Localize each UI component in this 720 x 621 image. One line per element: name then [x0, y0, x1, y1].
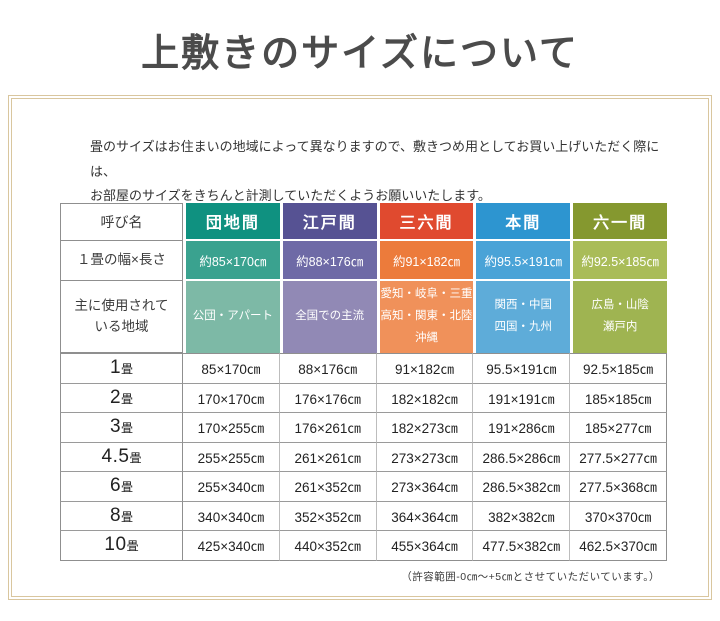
width-length-cell: 約92.5×185㎝ [570, 241, 667, 281]
size-row-2jo: 2畳 170×170㎝ 176×176㎝ 182×182㎝ 191×191㎝ 1… [60, 383, 667, 413]
region-cell: 関西・中国 四国・九州 [473, 281, 571, 353]
size-cell: 176×176㎝ [279, 383, 377, 413]
size-cell: 170×170㎝ [183, 383, 280, 413]
size-cell: 170×255㎝ [183, 413, 280, 443]
size-cell: 273×273㎝ [376, 442, 474, 472]
size-cell: 88×176㎝ [279, 353, 377, 384]
size-row-1jo: 1畳 85×170㎝ 88×176㎝ 91×182㎝ 95.5×191㎝ 92.… [60, 353, 667, 384]
size-cell: 286.5×286㎝ [473, 442, 571, 472]
tolerance-footnote: （許容範囲-0㎝〜+5㎝とさせていただいています。） [401, 571, 660, 583]
size-row-label: 6畳 [60, 472, 183, 502]
column-header-saburokuma: 三六間 [376, 203, 474, 241]
size-cell: 182×273㎝ [376, 413, 474, 443]
width-length-row-label: １畳の幅×長さ [60, 241, 183, 281]
size-cell: 477.5×382㎝ [473, 531, 571, 561]
size-cell: 185×185㎝ [570, 383, 667, 413]
column-header-rokuichima: 六一間 [570, 203, 667, 241]
region-row-label: 主に使用されて いる地域 [60, 281, 183, 353]
size-cell: 191×191㎝ [473, 383, 571, 413]
size-row-label: 4.5畳 [60, 442, 183, 472]
size-cell: 261×261㎝ [279, 442, 377, 472]
width-length-cell: 約95.5×191㎝ [473, 241, 571, 281]
size-cell: 277.5×277㎝ [570, 442, 667, 472]
size-cell: 182×182㎝ [376, 383, 474, 413]
size-cell: 364×364㎝ [376, 501, 474, 531]
size-row-10jo: 10畳 425×340㎝ 440×352㎝ 455×364㎝ 477.5×382… [60, 531, 667, 561]
size-cell: 255×340㎝ [183, 472, 280, 502]
size-row-label: 3畳 [60, 413, 183, 443]
size-row-label: 10畳 [60, 531, 183, 561]
size-cell: 91×182㎝ [376, 353, 474, 384]
size-row-label: 8畳 [60, 501, 183, 531]
size-cell: 286.5×382㎝ [473, 472, 571, 502]
column-header-danchima: 団地間 [183, 203, 280, 241]
size-row-label: 2畳 [60, 383, 183, 413]
size-cell: 255×255㎝ [183, 442, 280, 472]
size-cell: 95.5×191㎝ [473, 353, 571, 384]
size-row-label: 1畳 [60, 353, 183, 384]
size-cell: 273×364㎝ [376, 472, 474, 502]
region-row: 主に使用されて いる地域 公団・アパート 全国での主流 愛知・岐阜・三重 高知・… [60, 281, 667, 353]
corner-label: 呼び名 [60, 203, 183, 241]
size-row-8jo: 8畳 340×340㎝ 352×352㎝ 364×364㎝ 382×382㎝ 3… [60, 501, 667, 531]
size-row-3jo: 3畳 170×255㎝ 176×261㎝ 182×273㎝ 191×286㎝ 1… [60, 413, 667, 443]
size-cell: 455×364㎝ [376, 531, 474, 561]
size-cell: 191×286㎝ [473, 413, 571, 443]
region-cell: 愛知・岐阜・三重 高知・関東・北陸 沖縄 [376, 281, 474, 353]
region-cell: 全国での主流 [279, 281, 377, 353]
intro-text: 畳のサイズはお住まいの地域によって異なりますので、敷きつめ用としてお買い上げいた… [90, 139, 660, 204]
size-cell: 340×340㎝ [183, 501, 280, 531]
page-title: 上敷きのサイズについて [141, 33, 579, 75]
width-length-cell: 約85×170㎝ [183, 241, 280, 281]
width-length-cell: 約88×176㎝ [279, 241, 377, 281]
tatami-size-table: 呼び名 団地間 江戸間 三六間 本間 六一間 １畳の幅×長さ 約85×170㎝ … [60, 203, 667, 561]
size-cell: 85×170㎝ [183, 353, 280, 384]
size-cell: 382×382㎝ [473, 501, 571, 531]
content-frame: 畳のサイズはお住まいの地域によって異なりますので、敷きつめ用としてお買い上げいた… [8, 95, 712, 600]
size-cell: 261×352㎝ [279, 472, 377, 502]
size-cell: 176×261㎝ [279, 413, 377, 443]
size-cell: 185×277㎝ [570, 413, 667, 443]
size-row-6jo: 6畳 255×340㎝ 261×352㎝ 273×364㎝ 286.5×382㎝… [60, 472, 667, 502]
width-length-cell: 約91×182㎝ [376, 241, 474, 281]
column-header-honma: 本間 [473, 203, 571, 241]
size-row-4-5jo: 4.5畳 255×255㎝ 261×261㎝ 273×273㎝ 286.5×28… [60, 442, 667, 472]
size-cell: 425×340㎝ [183, 531, 280, 561]
column-header-edoma: 江戸間 [279, 203, 377, 241]
region-cell: 公団・アパート [183, 281, 280, 353]
region-cell: 広島・山陰 瀬戸内 [570, 281, 667, 353]
table-header-row: 呼び名 団地間 江戸間 三六間 本間 六一間 [60, 203, 667, 241]
size-cell: 462.5×370㎝ [570, 531, 667, 561]
size-cell: 277.5×368㎝ [570, 472, 667, 502]
size-cell: 440×352㎝ [279, 531, 377, 561]
size-cell: 92.5×185㎝ [570, 353, 667, 384]
size-cell: 352×352㎝ [279, 501, 377, 531]
width-length-row: １畳の幅×長さ 約85×170㎝ 約88×176㎝ 約91×182㎝ 約95.5… [60, 241, 667, 281]
size-cell: 370×370㎝ [570, 501, 667, 531]
